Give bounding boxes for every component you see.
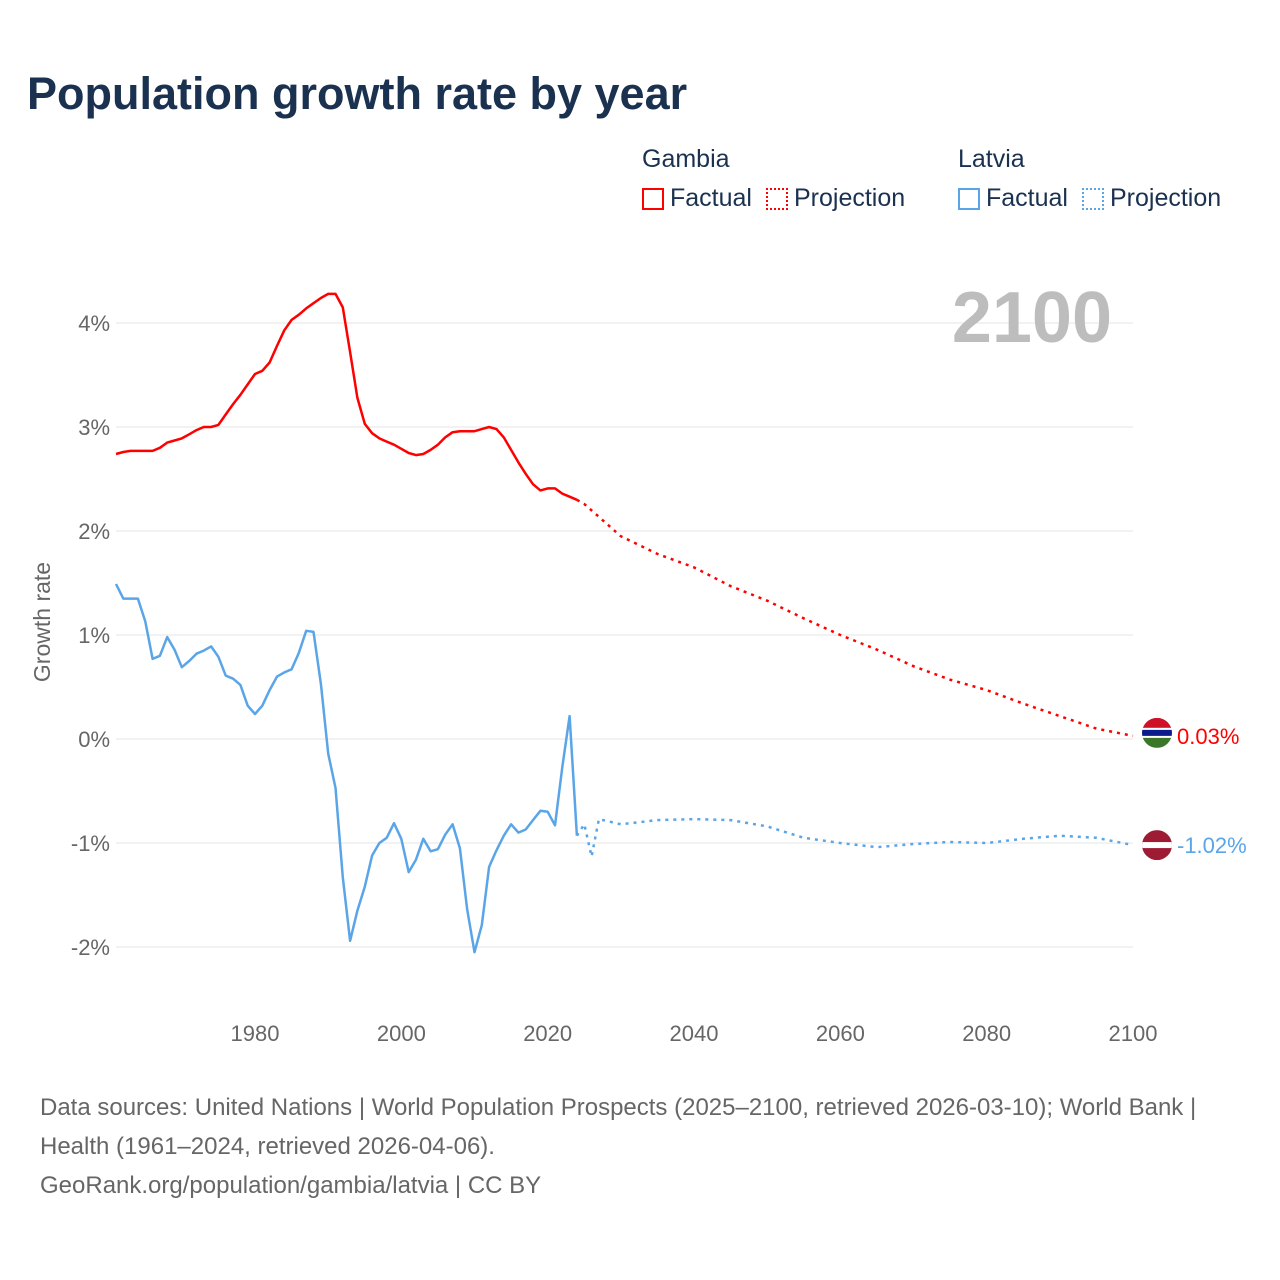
latvia-flag-icon: [1142, 830, 1172, 861]
latvia-end-label: -1.02%: [1177, 833, 1247, 858]
legend-gambia-factual[interactable]: Factual: [642, 184, 752, 213]
credit-link[interactable]: GeoRank.org/population/gambia/latvia | C…: [40, 1172, 542, 1199]
legend-label: Factual: [670, 184, 752, 212]
flag-stripe-white: [1142, 842, 1172, 849]
flag-stripe-green: [1142, 737, 1172, 748]
x-tick-label: 2100: [1109, 1021, 1158, 1046]
flag-stripe-blue: [1142, 729, 1172, 736]
x-tick-label: 2080: [962, 1021, 1011, 1046]
dotted-swatch-icon: [765, 187, 788, 210]
flag-body: [1142, 830, 1172, 861]
legend-label: Projection: [793, 184, 906, 212]
legend-gambia: Gambia Factual Projection: [642, 145, 919, 213]
y-tick-label: 1%: [78, 623, 110, 648]
latvia-factual-line: [114, 583, 579, 954]
solid-swatch-icon: [642, 187, 664, 210]
gambia-factual-line: [115, 292, 578, 501]
gambia-end-label: 0.03%: [1177, 724, 1239, 749]
chart-plot: -2% -1% 0% 1% 2% 3% 4% 1980 2000 2020 2040 2060 2080…: [29, 278, 1247, 1046]
x-tick-label: 1980: [231, 1021, 280, 1046]
chart-title: Population growth rate by year: [27, 68, 688, 119]
legend-label: Factual: [986, 184, 1068, 212]
legend-label: Projection: [1109, 184, 1222, 212]
legend-latvia-title: Latvia: [958, 145, 1025, 173]
legend-latvia: Latvia Factual Projection: [958, 145, 1235, 213]
y-tick-label: 3%: [78, 415, 110, 440]
latvia-projection-line: [575, 817, 1134, 857]
legend-gambia-title: Gambia: [642, 145, 730, 173]
legend-gambia-projection[interactable]: Projection: [765, 184, 906, 213]
x-tick-label: 2040: [670, 1021, 719, 1046]
gambia-projection-line: [576, 498, 1134, 738]
y-tick-label: -1%: [71, 831, 110, 856]
dotted-swatch-icon: [1081, 187, 1104, 210]
y-tick-label: 4%: [78, 311, 110, 336]
legend-latvia-projection[interactable]: Projection: [1081, 184, 1222, 213]
x-tick-label: 2020: [523, 1021, 572, 1046]
x-tick-label: 2060: [816, 1021, 865, 1046]
footer: Data sources: United Nations | World Pop…: [40, 1088, 1240, 1205]
solid-swatch-icon: [958, 187, 980, 210]
data-sources: Data sources: United Nations | World Pop…: [40, 1094, 1197, 1160]
y-tick-label: -2%: [71, 935, 110, 960]
gambia-flag-icon: [1142, 717, 1172, 748]
flag-body: [1142, 717, 1172, 748]
year-label: 2100: [952, 278, 1112, 358]
flag-stripe-red: [1142, 717, 1172, 728]
y-axis-label: Growth rate: [29, 562, 55, 682]
y-tick-label: 2%: [78, 519, 110, 544]
x-tick-label: 2000: [377, 1021, 426, 1046]
legend-latvia-factual[interactable]: Factual: [958, 184, 1068, 213]
y-tick-label: 0%: [78, 727, 110, 752]
